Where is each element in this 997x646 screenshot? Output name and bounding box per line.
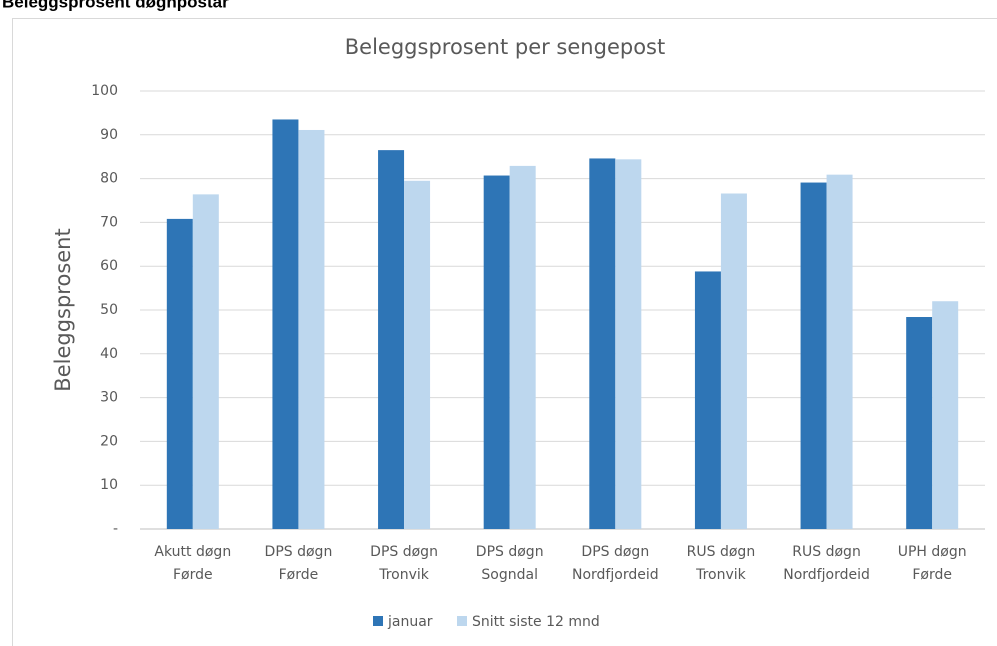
y-tick-label: 80: [100, 171, 118, 187]
bar: [404, 180, 431, 530]
chart-title: Beleggsprosent per sengepost: [345, 35, 665, 59]
y-axis-label: Beleggsprosent: [51, 228, 75, 391]
bar: [615, 159, 642, 529]
bar: [272, 119, 299, 529]
x-tick-label: DPS døgn: [265, 544, 333, 560]
y-tick-label: -: [113, 521, 118, 537]
bar: [932, 301, 959, 529]
bar: [509, 165, 536, 529]
y-tick-label: 100: [91, 83, 118, 99]
x-tick-label: DPS døgn: [476, 544, 544, 560]
y-tick-label: 90: [100, 127, 118, 143]
bar: [800, 182, 827, 530]
bar: [192, 194, 219, 530]
bar: [378, 150, 405, 529]
legend-swatch: [457, 616, 467, 626]
x-tick-label: Førde: [173, 567, 213, 583]
legend-swatch: [373, 616, 383, 626]
y-tick-label: 70: [100, 214, 118, 230]
legend-label: Snitt siste 12 mnd: [472, 614, 600, 630]
bar: [826, 174, 853, 529]
y-tick-label: 20: [100, 433, 118, 449]
bar: [166, 218, 193, 529]
x-tick-label: Nordfjordeid: [572, 567, 659, 583]
bar: [298, 129, 325, 529]
x-tick-label: Sogndal: [481, 567, 538, 583]
legend-label: januar: [387, 614, 433, 630]
x-tick-label: Førde: [279, 567, 319, 583]
x-tick-label: Nordfjordeid: [783, 567, 870, 583]
x-tick-label: UPH døgn: [898, 544, 967, 560]
y-tick-label: 60: [100, 258, 118, 274]
bar: [589, 158, 616, 529]
x-tick-label: DPS døgn: [370, 544, 438, 560]
bar: [694, 271, 721, 529]
bar: [906, 317, 933, 529]
y-tick-label: 10: [100, 477, 118, 493]
bar: [483, 175, 510, 529]
x-tick-label: Tronvik: [695, 567, 747, 583]
x-tick-label: DPS døgn: [581, 544, 649, 560]
page-heading: Beleggsprosent døgnpostar: [2, 0, 229, 11]
x-tick-label: Tronvik: [378, 567, 430, 583]
y-tick-label: 30: [100, 390, 118, 406]
y-tick-label: 40: [100, 346, 118, 362]
x-tick-label: RUS døgn: [792, 544, 861, 560]
y-tick-label: 50: [100, 302, 118, 318]
bar: [720, 193, 747, 529]
x-tick-label: Akutt døgn: [154, 544, 231, 560]
x-tick-label: Førde: [912, 567, 952, 583]
x-tick-label: RUS døgn: [687, 544, 756, 560]
